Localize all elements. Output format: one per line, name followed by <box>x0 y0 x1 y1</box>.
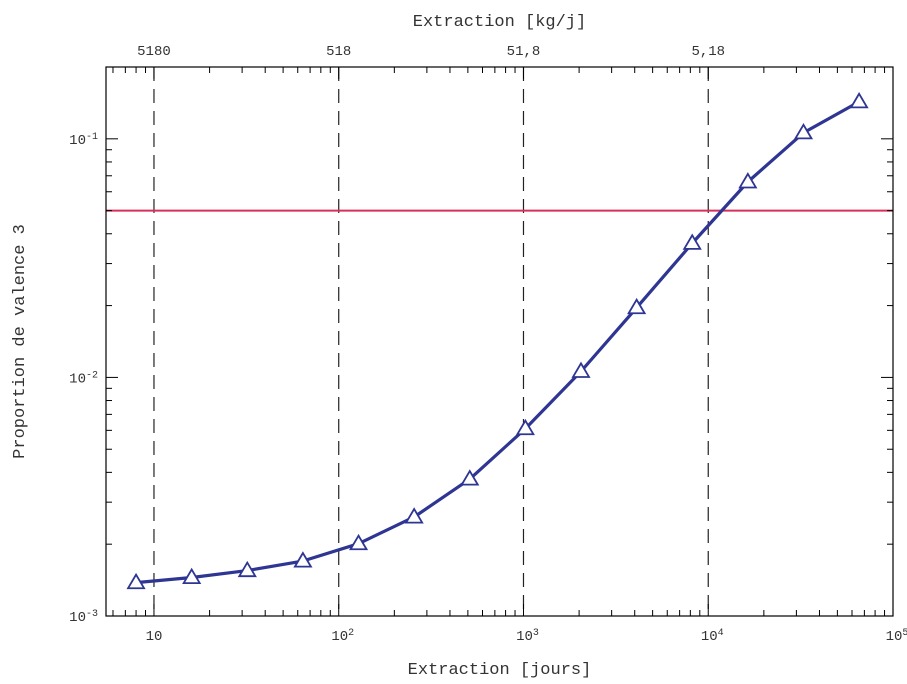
y-tick-label: 10-3 <box>69 609 98 627</box>
series-line <box>135 100 860 585</box>
axis-ticks <box>106 66 894 617</box>
series-layer <box>126 91 869 590</box>
data-point-triangle <box>237 560 257 578</box>
top-tick-label: 518 <box>326 44 351 60</box>
data-point-triangle <box>682 233 702 250</box>
data-point-triangle <box>460 469 480 486</box>
x-tick-label: 102 <box>331 628 354 646</box>
data-point-triangle <box>793 123 814 140</box>
x-tick-label: 105 <box>886 628 907 646</box>
x-tick-label: 104 <box>701 628 724 646</box>
data-point-triangle <box>627 297 647 315</box>
data-point-triangle <box>849 91 869 109</box>
y-tick-label: 10-2 <box>69 370 98 388</box>
top-tick-label: 51,8 <box>507 44 541 60</box>
data-point-triangle <box>126 572 146 590</box>
y-axis-title: Proportion de valence 3 <box>11 224 30 459</box>
data-point-triangle <box>404 507 424 524</box>
top-tick-label: 5180 <box>137 44 171 60</box>
tick-labels: 10 102 103 104 105 10-3 10-2 10-1 5180 518 51,8 5,1… <box>69 44 907 645</box>
vertical-reference-lines <box>153 67 709 616</box>
data-point-triangle <box>182 567 202 584</box>
data-point-triangle <box>738 172 758 189</box>
x-tick-label: 103 <box>516 628 539 646</box>
y-tick-label: 10-1 <box>69 131 98 149</box>
x-axis-title: Extraction [jours] <box>408 661 592 680</box>
data-point-triangle <box>293 551 313 568</box>
data-point-triangle <box>515 418 535 436</box>
plot-frame <box>105 66 894 617</box>
data-point-triangle <box>571 361 591 378</box>
top-axis-title: Extraction [kg/j] <box>413 13 586 32</box>
data-point-triangle <box>348 533 369 551</box>
x-tick-label: 10 <box>146 629 163 645</box>
top-tick-label: 5,18 <box>691 44 725 60</box>
